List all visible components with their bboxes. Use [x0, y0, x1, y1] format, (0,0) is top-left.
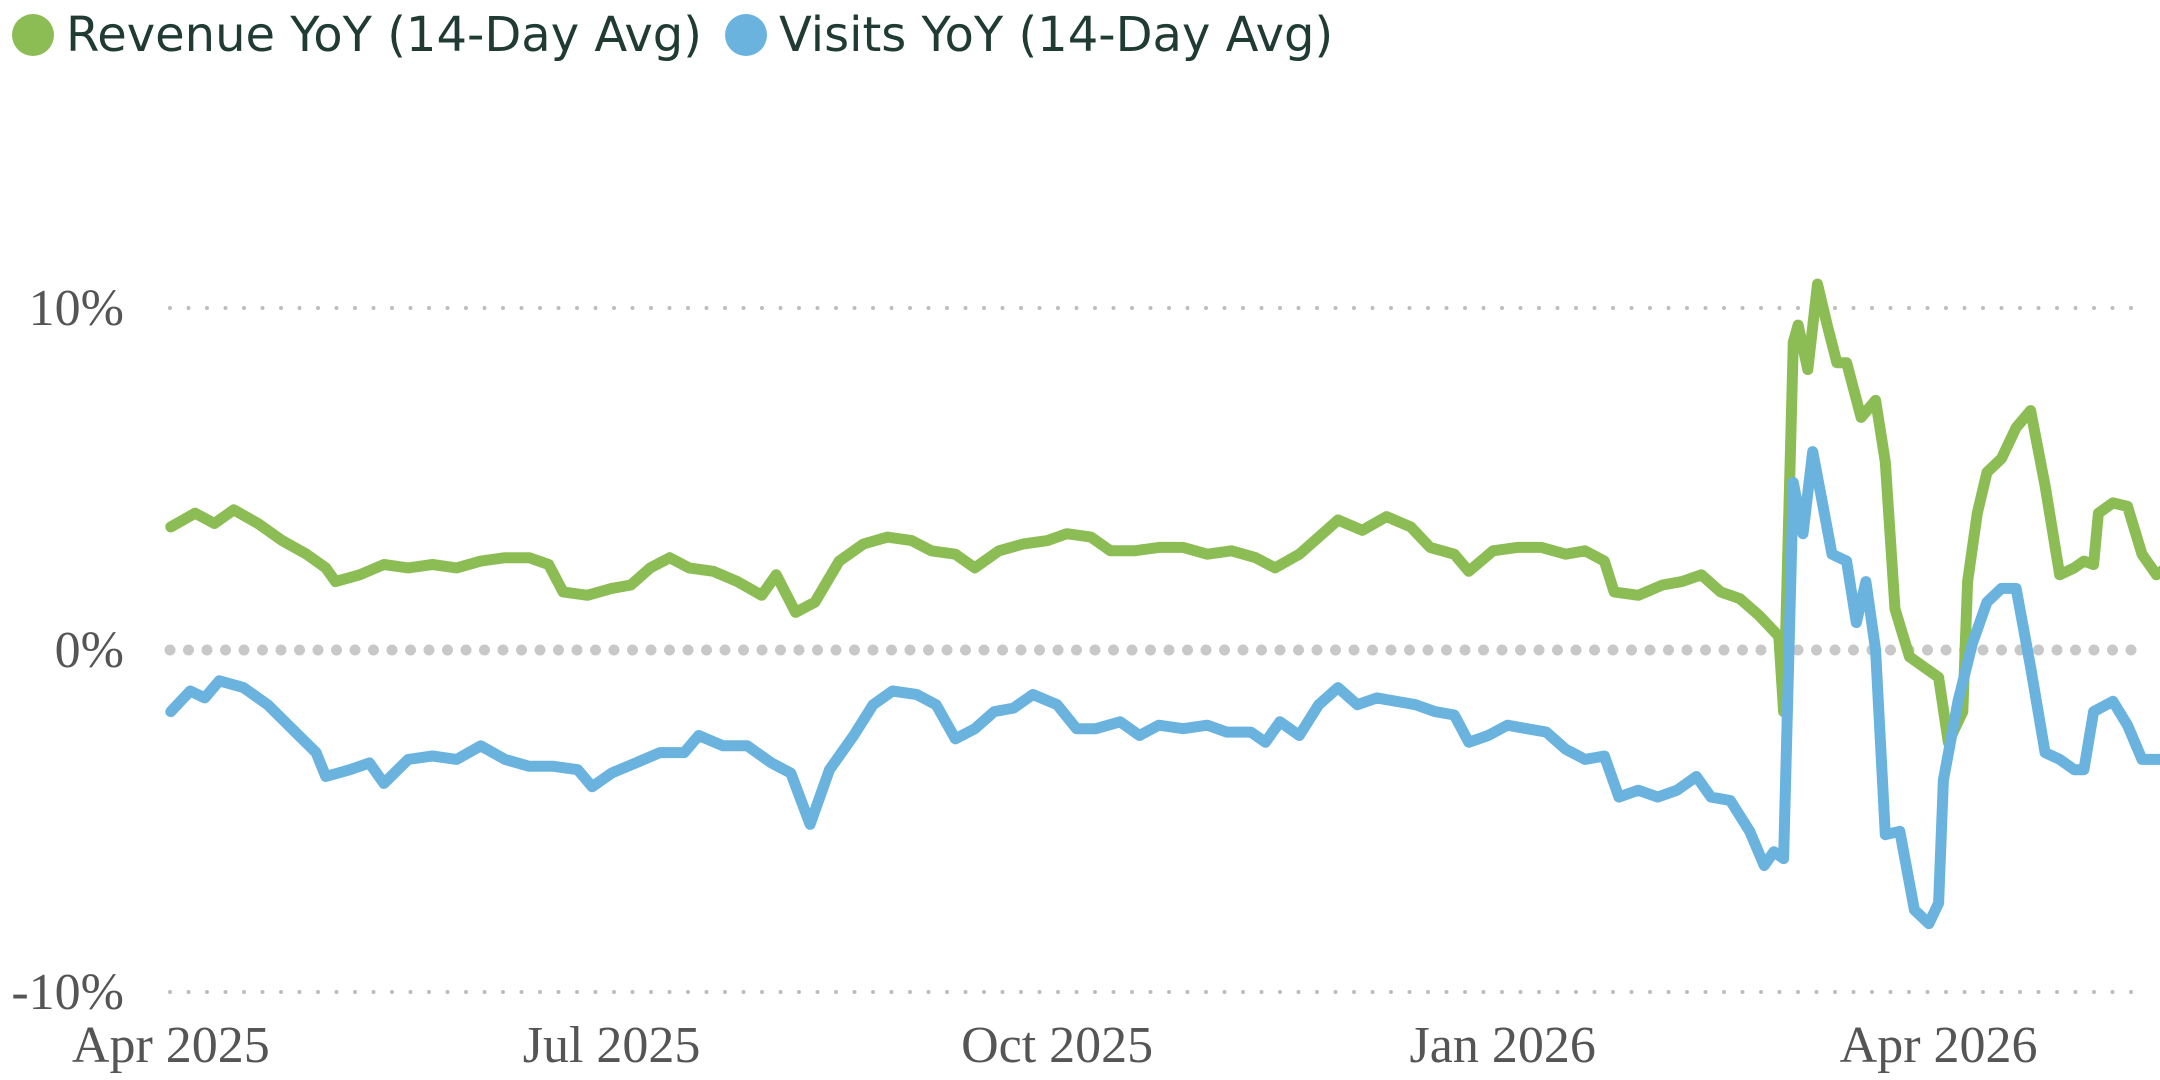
y-axis-labels: 10% 0% -10% [11, 280, 124, 1021]
chart-legend: Revenue YoY (14-Day Avg) Visits YoY (14-… [12, 7, 1333, 63]
revenue-yoy-line [165, 278, 2160, 748]
legend-label-visits: Visits YoY (14-Day Avg) [779, 7, 1333, 63]
x-tick-label: Oct 2025 [961, 1017, 1153, 1074]
gridlines [164, 306, 2148, 994]
legend-swatch-revenue [12, 14, 54, 56]
y-tick-label: -10% [11, 964, 124, 1021]
x-axis-labels: Apr 2025 Jul 2025 Oct 2025 Jan 2026 Apr 2026 [72, 1017, 2038, 1074]
x-tick-label: Jul 2025 [523, 1017, 701, 1074]
x-tick-label: Apr 2025 [72, 1017, 270, 1074]
y-tick-label: 0% [55, 622, 124, 679]
x-tick-label: Jan 2026 [1410, 1017, 1596, 1074]
x-tick-label: Apr 2026 [1840, 1017, 2038, 1074]
series-layer [165, 278, 2160, 930]
y-tick-label: 10% [29, 280, 124, 337]
legend-swatch-visits [725, 14, 767, 56]
visits-yoy-line [165, 446, 2160, 930]
legend-label-revenue: Revenue YoY (14-Day Avg) [66, 7, 702, 63]
